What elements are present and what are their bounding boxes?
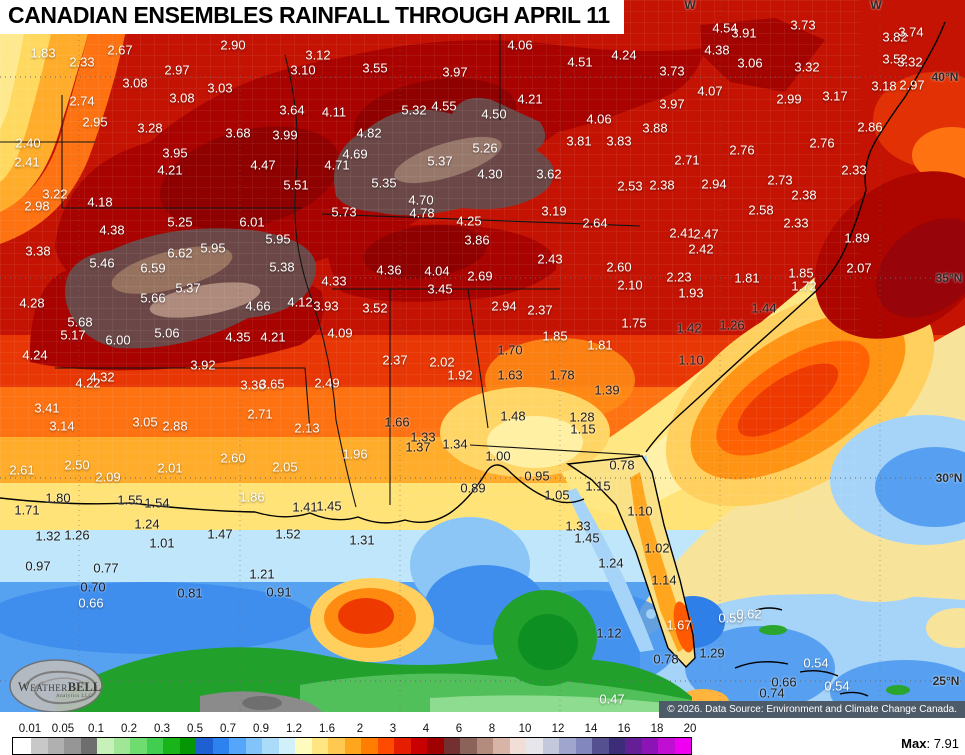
gulf-dry-region xyxy=(55,590,692,712)
weatherbell-subtitle: Analytics LLC xyxy=(56,694,93,699)
weatherbell-logo: WeatherBELL Analytics LLC xyxy=(4,658,124,716)
legend-strip: Max: 7.91 0.01 0.05 0.1 0.2 0.3 0.5 0.7 0.9 1.2 1… xyxy=(0,712,965,755)
copyright-bar: © 2026. Data Source: Environment and Cli… xyxy=(659,701,965,718)
colorbar-cell xyxy=(526,738,543,754)
colorbar-tick-label: 14 xyxy=(584,723,598,735)
colorbar-cell xyxy=(245,738,262,754)
colorbar-tick-label: 0.7 xyxy=(220,723,236,735)
colorbar-cell xyxy=(13,738,31,754)
colorbar-cell xyxy=(559,738,576,754)
state-borders xyxy=(0,28,641,508)
colorbar-cell xyxy=(278,738,295,754)
colorbar-tick-label: 12 xyxy=(551,723,565,735)
colorbar-cell xyxy=(31,738,48,754)
colorbar-cell xyxy=(575,738,592,754)
colorbar-cell xyxy=(146,738,163,754)
colorbar-cell xyxy=(460,738,477,754)
colorbar-cell xyxy=(163,738,180,754)
colorbar-cell xyxy=(179,738,196,754)
colorbar-cell xyxy=(410,738,427,754)
colorbar-cell xyxy=(592,738,609,754)
colorbar-cell xyxy=(130,738,147,754)
colorbar-tick-label: 1.6 xyxy=(319,723,335,735)
colorbar-tick-label: 8 xyxy=(488,723,496,735)
colorbar-tick-label: 2 xyxy=(356,723,364,735)
weatherbell-wordmark: WeatherBELL xyxy=(18,680,102,694)
colorbar-cell xyxy=(361,738,378,754)
colorbar-cell xyxy=(641,738,658,754)
weatherbell-swirl-icon xyxy=(9,659,103,713)
max-value: 7.91 xyxy=(933,736,959,751)
colorbar-tick-label: 0.5 xyxy=(187,723,203,735)
colorbar-tick-label: 0.2 xyxy=(121,723,137,735)
colorbar-cell xyxy=(80,738,97,754)
colorbar-tick-label: 18 xyxy=(650,723,664,735)
colorbar-tick-label: 10 xyxy=(518,723,532,735)
colorbar-cell xyxy=(674,738,691,754)
colorbar-cell xyxy=(295,738,312,754)
colorbar-cell xyxy=(212,738,229,754)
colorbar-cell xyxy=(443,738,460,754)
map-canvas xyxy=(0,0,965,712)
colorbar-cell xyxy=(344,738,361,754)
colorbar-tick-label: 6 xyxy=(455,723,463,735)
colorbar-cell xyxy=(262,738,279,754)
colorbar-cell xyxy=(64,738,81,754)
colorbar-tick-label: 3 xyxy=(389,723,397,735)
colorbar-cell xyxy=(328,738,345,754)
coastline xyxy=(0,21,946,697)
colorbar xyxy=(12,737,692,755)
colorbar-tick-label: 0.01 xyxy=(18,723,42,735)
colorbar-cell xyxy=(476,738,493,754)
colorbar-cell xyxy=(47,738,64,754)
map-title: CANADIAN ENSEMBLES RAINFALL THROUGH APRI… xyxy=(0,0,624,34)
colorbar-cell xyxy=(625,738,642,754)
colorbar-tick-label: 0.9 xyxy=(253,723,269,735)
colorbar-cell xyxy=(196,738,213,754)
colorbar-cell xyxy=(427,738,444,754)
colorbar-tick-label: 16 xyxy=(617,723,631,735)
colorbar-tick-label: 0.1 xyxy=(88,723,104,735)
colorbar-cell xyxy=(311,738,328,754)
colorbar-cell xyxy=(229,738,246,754)
colorbar-cell xyxy=(377,738,394,754)
colorbar-cell xyxy=(542,738,559,754)
colorbar-cell xyxy=(113,738,130,754)
colorbar-cell xyxy=(493,738,510,754)
colorbar-cell xyxy=(658,738,675,754)
colorbar-tick-label: 0.05 xyxy=(51,723,75,735)
colorbar-cell xyxy=(97,738,114,754)
colorbar-cell xyxy=(509,738,526,754)
colorbar-tick-label: 1.2 xyxy=(286,723,302,735)
colorbar-tick-label: 4 xyxy=(422,723,430,735)
colorbar-tick-label: 0.3 xyxy=(154,723,170,735)
colorbar-cell xyxy=(394,738,411,754)
colorbar-cell xyxy=(608,738,625,754)
max-value-readout: Max: 7.91 xyxy=(901,736,959,751)
graticule-lines xyxy=(0,0,965,712)
colorbar-tick-label: 20 xyxy=(683,723,697,735)
